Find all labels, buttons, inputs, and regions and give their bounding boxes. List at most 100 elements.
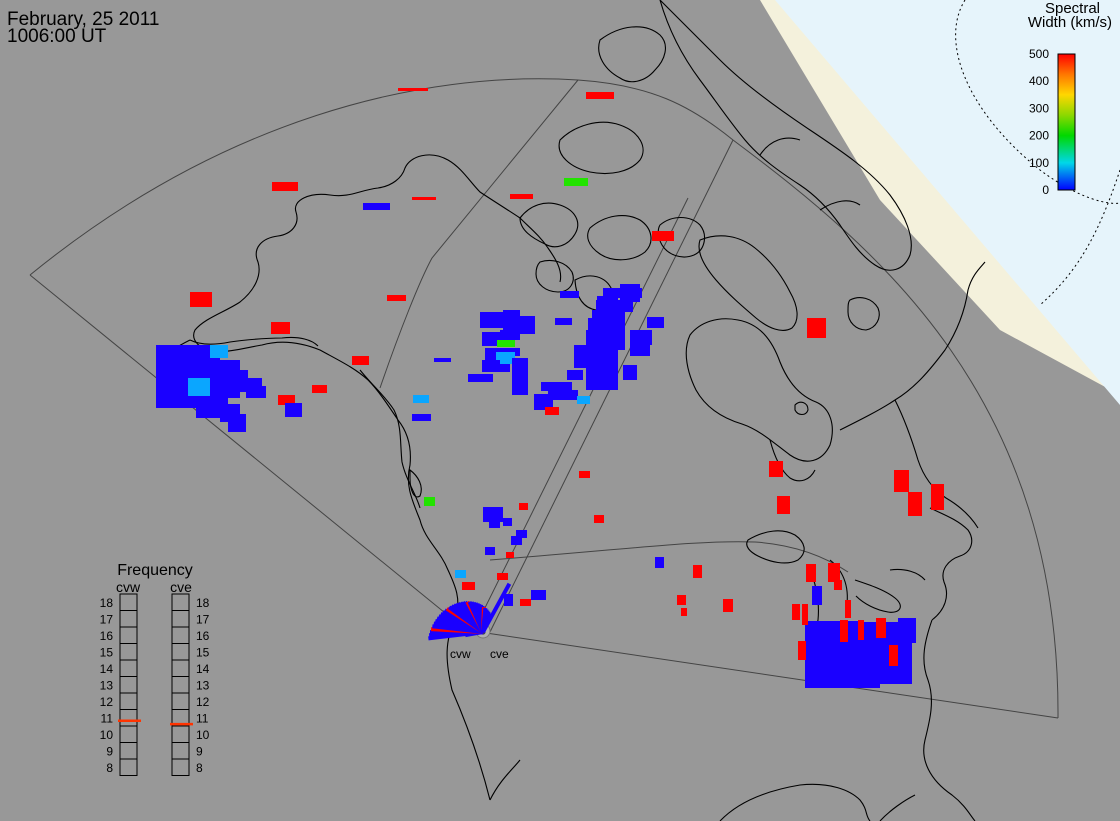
echo-cell [806,564,816,582]
echo-cell [792,604,800,620]
echo-cell [931,484,944,510]
frequency-cell [171,593,190,611]
frequency-cell [119,692,138,710]
frequency-tick-right: 13 [196,679,210,693]
echo-cell [630,345,650,356]
echo-cell [579,471,590,478]
echo-cell [769,461,783,477]
frequency-tick-right: 9 [196,745,203,759]
frequency-cell [171,610,190,628]
echo-cell [586,92,614,99]
frequency-cell [171,676,190,694]
colorbar-tick-label: 200 [1029,129,1049,143]
echo-cell [516,530,527,538]
echo-cell [805,621,860,640]
echo-cell [504,594,513,606]
echo-cell [828,563,840,582]
colorbar-tick-label: 0 [1042,183,1049,197]
frequency-tick-right: 15 [196,646,210,660]
echo-cell [271,322,290,334]
spectral-width-colorbar: Spectral Width (km/s) 500 400 300 200 100 0 [1028,0,1112,197]
frequency-tick-left: 14 [100,662,114,676]
frequency-label-cvw: cvw [116,579,141,595]
echo-cell [462,582,475,590]
echo-cell [246,386,266,398]
echo-cell [802,604,808,625]
frequency-tick-right: 18 [196,596,210,610]
frequency-tick-left: 18 [100,596,114,610]
colorbar-tick-label: 300 [1029,101,1049,115]
echo-cell [434,358,451,362]
frequency-tick-left: 8 [106,761,113,775]
colorbar-tick-label: 400 [1029,74,1049,88]
echo-cell [898,618,916,643]
colorbar-title-2: Width (km/s) [1028,14,1112,31]
frequency-tick-left: 11 [101,712,114,726]
echo-cell [228,414,246,432]
colorbar-tick-label: 100 [1029,156,1049,170]
echo-cell [567,370,583,380]
echo-cell [594,515,604,523]
echo-cell [805,662,880,688]
echo-cell [889,645,898,666]
echo-cell [480,312,510,328]
frequency-tick-left: 9 [106,745,113,759]
daylight-region [775,0,1120,405]
echo-cell [485,547,495,555]
fan-beam [481,582,512,633]
frequency-cell [119,610,138,628]
frequency-cell [119,725,138,743]
latitude-circle [1039,169,1120,306]
echo-cell [516,316,535,334]
date-label: February, 25 2011 [7,9,160,30]
echo-cell [272,182,298,191]
echo-cell [413,395,429,403]
echo-cell [503,310,520,330]
echo-cell [840,620,848,642]
echo-cell [807,318,826,338]
echo-cell [285,403,302,417]
echo-cell [489,516,500,528]
echo-cell [812,586,822,605]
coastlines [159,0,986,821]
echo-cell [497,364,510,372]
frequency-cell [119,659,138,677]
echo-cell [503,518,512,526]
echo-cell [412,197,436,200]
frequency-cell [171,758,190,776]
frequency-tick-left: 10 [100,728,114,742]
frequency-tick-left: 17 [100,613,114,627]
echo-cell [655,557,664,568]
echo-cell [500,330,520,340]
echo-cell [652,231,674,241]
echo-cell [519,503,528,510]
echo-cell [564,178,588,186]
echo-cell [845,600,851,618]
frequency-label-cve: cve [170,579,192,595]
frequency-cell [119,593,138,611]
radar-fov [29,78,1059,719]
radar-label-cve: cve [490,647,509,661]
echo-cell [512,358,528,395]
echo-cell [876,618,886,638]
echo-cell [858,620,864,640]
echo-cell [541,382,572,391]
frequency-cell [171,626,190,644]
echo-layer [156,88,944,688]
echo-cell [398,88,428,91]
echo-cell [506,552,514,558]
frequency-cell [171,659,190,677]
frequency-cell [171,692,190,710]
echo-cell [510,194,533,199]
echo-cell [630,330,652,345]
echo-cell [798,641,806,660]
frequency-cell [171,742,190,760]
frequency-cell [119,709,138,727]
frequency-tick-left: 12 [100,695,114,709]
frequency-cell [171,643,190,661]
frequency-tick-right: 11 [196,712,209,726]
frequency-cell [119,676,138,694]
echo-cell [681,608,687,616]
